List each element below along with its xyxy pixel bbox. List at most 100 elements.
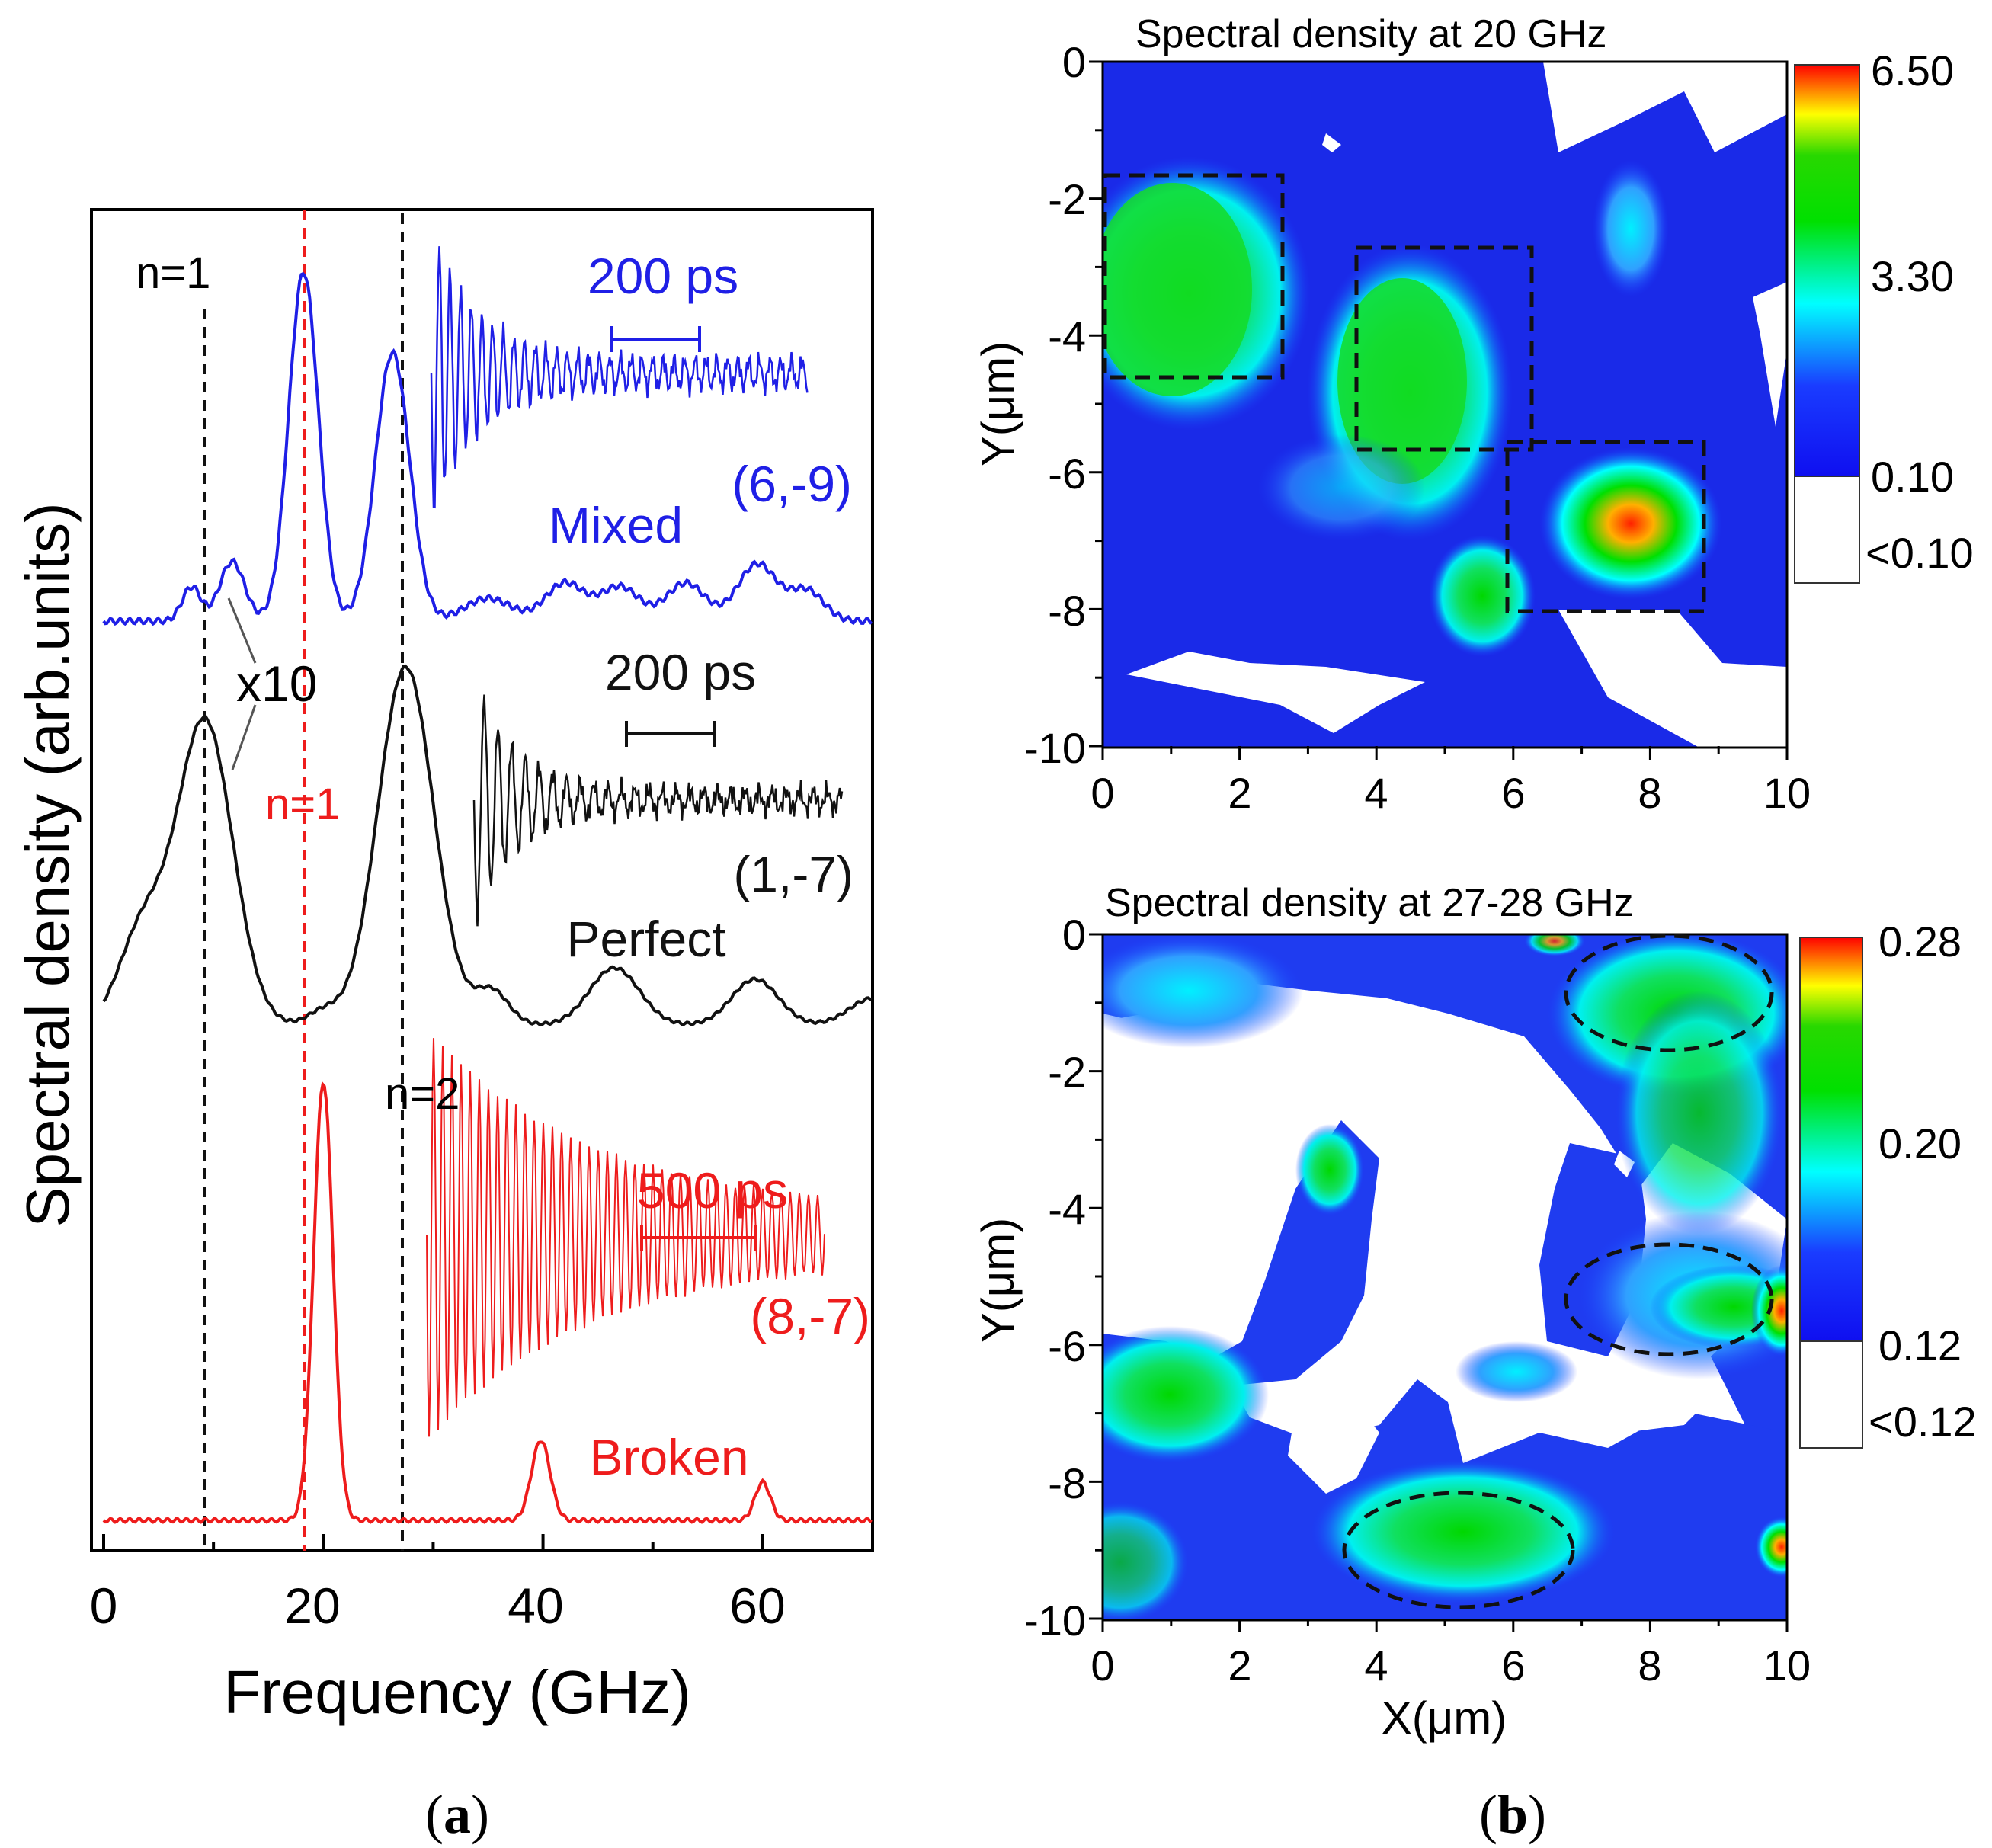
colorbar-27ghz-frame	[1799, 937, 1863, 1449]
panel-a-x-tick-labels: 0 20 40 60	[90, 1577, 786, 1634]
intensity-hotspot	[1755, 1517, 1787, 1577]
heatmap-27ghz-field	[1103, 934, 1787, 1620]
below-threshold-region	[1558, 610, 1787, 748]
intensity-hotspot	[1295, 1124, 1364, 1215]
scale-bar-label-mixed: 200 ps	[588, 248, 738, 304]
colorbar-mid-label: 3.30	[1871, 252, 1954, 300]
intensity-hotspot	[1103, 1501, 1189, 1620]
colorbar-27ghz	[1800, 937, 1862, 1341]
scale-bar-mixed	[610, 326, 701, 352]
map-20ghz-y-tick-labels: 0 -2 -4 -6 -8 -10	[1024, 38, 1086, 772]
colorbar-20ghz-frame	[1794, 64, 1860, 584]
series-coord-mixed: (6,-9)	[732, 456, 852, 512]
annotation-n1: n=1	[136, 248, 210, 298]
series-broken-time-trace	[426, 1038, 825, 1437]
series-mixed-time-trace	[430, 246, 809, 509]
map-27ghz-y-axis-label: Y(μm)	[972, 1218, 1023, 1344]
intensity-hotspot	[1524, 934, 1585, 956]
y-tick-label: -10	[1024, 724, 1086, 772]
intensity-hotspot	[1103, 183, 1252, 396]
below-threshold-region	[1103, 1006, 1532, 1372]
colorbar-under-label: <0.12	[1869, 1398, 1977, 1446]
x-tick-label: 2	[1228, 769, 1251, 817]
y-tick-label: -8	[1048, 587, 1086, 635]
map-27ghz-x-axis-label: X(μm)	[1382, 1693, 1507, 1744]
colorbar-20ghz-labels: 6.50 3.30 0.10 <0.10	[1865, 46, 1974, 577]
x10-pointer-lower	[231, 704, 257, 770]
region-box	[1354, 245, 1534, 452]
intensity-hotspot	[1103, 934, 1303, 1048]
scale-bar-label-perfect: 200 ps	[605, 644, 756, 700]
region-box	[1505, 440, 1706, 613]
panel-a-y-axis-label: Spectral density (arb.units)	[14, 502, 82, 1228]
panel-a: 0 20 40 60 Frequency (GHz) Spectral dens…	[14, 208, 874, 1845]
colorbar-min-label: 0.10	[1871, 453, 1954, 501]
intensity-hotspot	[1456, 1341, 1577, 1402]
scale-bar-perfect	[625, 721, 716, 747]
series-perfect-time-trace	[472, 694, 844, 927]
series-coord-perfect: (1,-7)	[733, 846, 853, 902]
below-threshold-region	[1322, 133, 1341, 152]
y-tick-label: -10	[1024, 1597, 1086, 1645]
colorbar-20ghz-under	[1794, 476, 1860, 584]
region-ellipse	[1342, 1491, 1575, 1609]
series-label-broken: Broken	[589, 1429, 748, 1485]
map-27ghz-y-tick-labels: 0 -2 -4 -6 -8 -10	[1024, 911, 1086, 1645]
annotation-n2: n=2	[385, 1069, 460, 1119]
x-tick-label: 4	[1364, 769, 1388, 817]
intensity-hotspot	[1650, 1265, 1787, 1349]
colorbar-mid-label: 0.20	[1878, 1119, 1962, 1167]
colorbar-min-label: 0.12	[1878, 1321, 1962, 1369]
intensity-hotspot	[1429, 535, 1536, 657]
panel-a-frame	[90, 208, 874, 1552]
y-tick-label: -2	[1048, 1048, 1086, 1096]
colorbar-27ghz-under	[1799, 1340, 1863, 1449]
panel-a-x-ticks	[102, 1534, 874, 1551]
intensity-hotspot	[1103, 1326, 1269, 1463]
panel-a-caption: (a)	[425, 1784, 489, 1845]
below-threshold-region	[1543, 62, 1787, 152]
series-broken-spectrum	[102, 1081, 873, 1524]
panel-a-x-axis-label: Frequency (GHz)	[223, 1658, 690, 1726]
x-tick-label: 6	[1501, 1641, 1525, 1689]
x-tick-label: 10	[1763, 769, 1811, 817]
intensity-hotspot	[1311, 1459, 1616, 1604]
map-27ghz-ticks	[1089, 933, 1789, 1632]
x-tick-label: 0	[1090, 769, 1114, 817]
y-tick-label: 0	[1062, 38, 1086, 86]
y-tick-label: -2	[1048, 175, 1086, 223]
y-tick-label: -4	[1048, 312, 1086, 360]
map-20ghz-y-axis-label: Y(μm)	[972, 341, 1023, 467]
intensity-hotspot	[1337, 278, 1467, 484]
panel-b-caption: (b)	[1479, 1784, 1546, 1845]
panel-b-map-20ghz: Spectral density at 20 GHz 0	[972, 12, 1974, 817]
x-tick-label: 60	[729, 1577, 785, 1634]
x-tick-label: 40	[508, 1577, 563, 1634]
series-coord-broken: (8,-7)	[750, 1288, 870, 1344]
intensity-hotspot	[1593, 160, 1669, 297]
series-perfect-spectrum	[102, 664, 873, 1027]
region-ellipse	[1564, 1242, 1774, 1356]
annotation-n1-red: n=1	[265, 780, 340, 829]
annotation-x10: x10	[236, 655, 317, 712]
below-threshold-region	[1585, 1364, 1715, 1433]
x-tick-label: 8	[1638, 1641, 1661, 1689]
x-tick-label: 6	[1501, 769, 1525, 817]
x-tick-label: 20	[284, 1577, 340, 1634]
map-27ghz-x-tick-labels: 0 2 4 6 8 10	[1090, 1641, 1811, 1689]
y-tick-label: -8	[1048, 1459, 1086, 1507]
x-tick-label: 10	[1763, 1641, 1811, 1689]
intensity-hotspot	[1539, 447, 1722, 600]
colorbar-20ghz	[1795, 65, 1859, 476]
x-tick-label: 0	[1090, 1641, 1114, 1689]
x-tick-label: 2	[1228, 1641, 1251, 1689]
scale-bar-label-broken: 500 ps	[637, 1162, 788, 1219]
heatmap-20ghz-field	[1103, 62, 1787, 748]
colorbar-under-label: <0.10	[1865, 529, 1974, 577]
series-mixed-spectrum	[102, 271, 873, 626]
map-title-27ghz: Spectral density at 27-28 GHz	[1105, 881, 1634, 925]
region-ellipse	[1564, 934, 1774, 1052]
x10-pointer-upper	[227, 597, 257, 664]
intensity-hotspot	[1616, 991, 1783, 1235]
